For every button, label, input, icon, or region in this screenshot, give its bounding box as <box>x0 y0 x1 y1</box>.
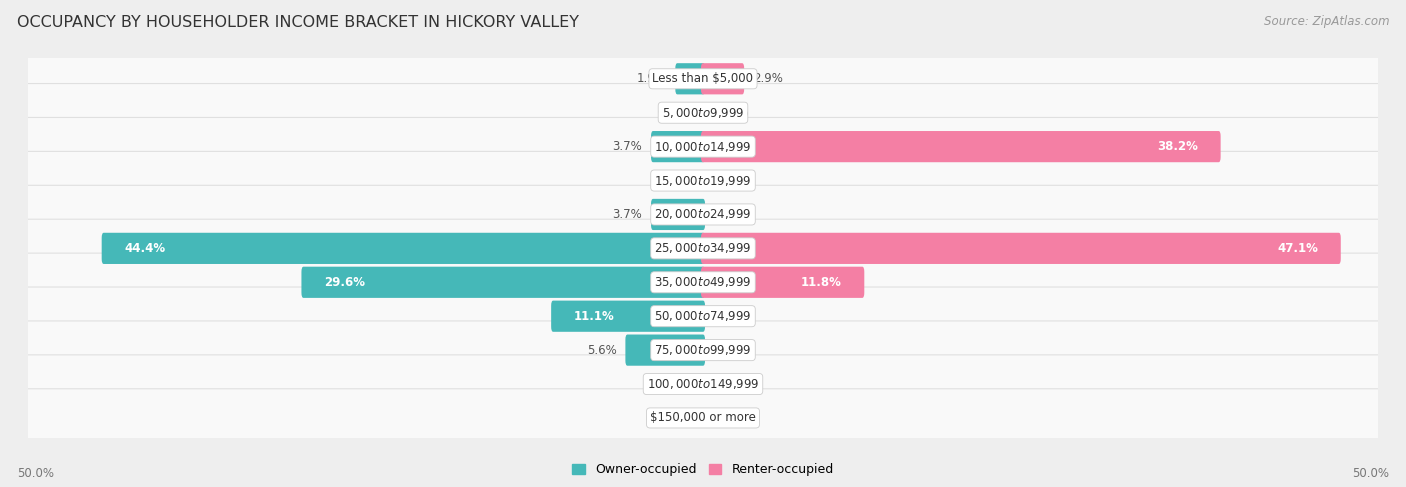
FancyBboxPatch shape <box>22 117 1384 176</box>
Text: 0.0%: 0.0% <box>657 106 686 119</box>
Text: 29.6%: 29.6% <box>323 276 364 289</box>
FancyBboxPatch shape <box>22 151 1384 210</box>
Text: 50.0%: 50.0% <box>17 467 53 480</box>
Text: 47.1%: 47.1% <box>1278 242 1319 255</box>
Text: 44.4%: 44.4% <box>124 242 165 255</box>
Text: $15,000 to $19,999: $15,000 to $19,999 <box>654 173 752 187</box>
FancyBboxPatch shape <box>22 389 1384 447</box>
Text: OCCUPANCY BY HOUSEHOLDER INCOME BRACKET IN HICKORY VALLEY: OCCUPANCY BY HOUSEHOLDER INCOME BRACKET … <box>17 15 579 30</box>
FancyBboxPatch shape <box>675 63 704 94</box>
FancyBboxPatch shape <box>702 233 1341 264</box>
FancyBboxPatch shape <box>702 131 1220 162</box>
Text: $10,000 to $14,999: $10,000 to $14,999 <box>654 140 752 153</box>
Text: 11.1%: 11.1% <box>574 310 614 323</box>
Text: $75,000 to $99,999: $75,000 to $99,999 <box>654 343 752 357</box>
FancyBboxPatch shape <box>22 253 1384 312</box>
FancyBboxPatch shape <box>22 355 1384 413</box>
Text: 0.0%: 0.0% <box>720 208 749 221</box>
Text: 3.7%: 3.7% <box>613 140 643 153</box>
FancyBboxPatch shape <box>702 267 865 298</box>
FancyBboxPatch shape <box>651 199 704 230</box>
Text: 2.9%: 2.9% <box>754 72 783 85</box>
FancyBboxPatch shape <box>22 287 1384 345</box>
Text: 0.0%: 0.0% <box>657 174 686 187</box>
Text: $5,000 to $9,999: $5,000 to $9,999 <box>662 106 744 120</box>
FancyBboxPatch shape <box>626 335 704 366</box>
Text: $25,000 to $34,999: $25,000 to $34,999 <box>654 242 752 255</box>
FancyBboxPatch shape <box>22 185 1384 244</box>
Text: $150,000 or more: $150,000 or more <box>650 412 756 425</box>
Text: $35,000 to $49,999: $35,000 to $49,999 <box>654 275 752 289</box>
Text: 38.2%: 38.2% <box>1157 140 1198 153</box>
Text: 0.0%: 0.0% <box>720 174 749 187</box>
Text: Less than $5,000: Less than $5,000 <box>652 72 754 85</box>
Text: 3.7%: 3.7% <box>613 208 643 221</box>
Text: $50,000 to $74,999: $50,000 to $74,999 <box>654 309 752 323</box>
Text: 0.0%: 0.0% <box>657 377 686 391</box>
Text: 5.6%: 5.6% <box>586 344 617 356</box>
Text: Source: ZipAtlas.com: Source: ZipAtlas.com <box>1264 15 1389 28</box>
Text: 0.0%: 0.0% <box>720 106 749 119</box>
Text: 0.0%: 0.0% <box>657 412 686 425</box>
FancyBboxPatch shape <box>551 300 704 332</box>
Text: $100,000 to $149,999: $100,000 to $149,999 <box>647 377 759 391</box>
Text: 1.9%: 1.9% <box>637 72 666 85</box>
Text: $20,000 to $24,999: $20,000 to $24,999 <box>654 207 752 222</box>
FancyBboxPatch shape <box>22 84 1384 142</box>
Text: 0.0%: 0.0% <box>720 310 749 323</box>
FancyBboxPatch shape <box>22 321 1384 379</box>
FancyBboxPatch shape <box>651 131 704 162</box>
FancyBboxPatch shape <box>101 233 704 264</box>
FancyBboxPatch shape <box>301 267 704 298</box>
Text: 11.8%: 11.8% <box>801 276 842 289</box>
FancyBboxPatch shape <box>22 50 1384 108</box>
FancyBboxPatch shape <box>702 63 744 94</box>
FancyBboxPatch shape <box>22 219 1384 278</box>
Text: 50.0%: 50.0% <box>1353 467 1389 480</box>
Legend: Owner-occupied, Renter-occupied: Owner-occupied, Renter-occupied <box>568 458 838 482</box>
Text: 0.0%: 0.0% <box>720 412 749 425</box>
Text: 0.0%: 0.0% <box>720 344 749 356</box>
Text: 0.0%: 0.0% <box>720 377 749 391</box>
